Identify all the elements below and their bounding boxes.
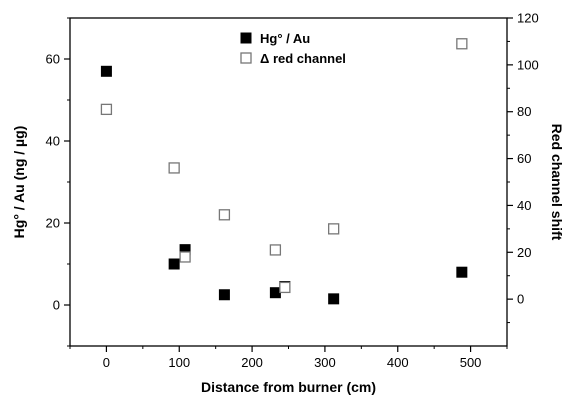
plot-frame	[69, 17, 508, 347]
hg-au-point	[269, 287, 281, 299]
y-right-tick-label: 40	[517, 198, 531, 213]
red-channel-point	[456, 38, 468, 50]
hg-au-point	[328, 293, 340, 305]
x-tick-label: 300	[314, 355, 336, 370]
legend-marker-open-square	[240, 52, 252, 64]
y-left-tick-label: 20	[46, 216, 60, 231]
x-tick-label: 200	[241, 355, 263, 370]
hg-au-point	[100, 65, 112, 77]
red-channel-point	[328, 223, 340, 235]
x-axis-title: Distance from burner (cm)	[201, 379, 376, 395]
y-right-tick-label: 100	[517, 57, 539, 72]
y-left-axis-title: Hg° / Au (ng / µg)	[11, 126, 27, 239]
y-right-axis-title: Red channel shift	[549, 124, 562, 241]
legend-label-hg-au: Hg° / Au	[260, 31, 310, 46]
y-right-tick-label: 60	[517, 151, 531, 166]
red-channel-point	[269, 244, 282, 256]
y-left-tick-label: 60	[46, 52, 60, 67]
legend-marker-filled-square	[240, 32, 252, 44]
y-right-tick-label: 20	[517, 245, 531, 260]
hg-au-point	[218, 289, 230, 301]
hg-au-point	[456, 266, 468, 278]
x-tick-label: 400	[387, 355, 409, 370]
x-tick-label: 500	[460, 355, 482, 370]
red-channel-point	[100, 103, 113, 116]
red-channel-point	[168, 162, 180, 174]
x-tick-label: 100	[168, 355, 190, 370]
y-left-tick-label: 0	[53, 298, 60, 313]
y-left-tick-label: 40	[46, 134, 60, 149]
x-tick-label: 0	[103, 355, 110, 370]
y-right-tick-label: 0	[517, 292, 524, 307]
legend-label-red-channel: Δ red channel	[260, 51, 346, 66]
red-channel-point	[279, 281, 291, 294]
red-channel-point	[218, 209, 231, 221]
y-right-tick-label: 80	[517, 104, 531, 119]
y-right-tick-label: 120	[517, 11, 539, 26]
red-channel-point	[179, 251, 191, 263]
hg-au-point	[168, 258, 180, 270]
